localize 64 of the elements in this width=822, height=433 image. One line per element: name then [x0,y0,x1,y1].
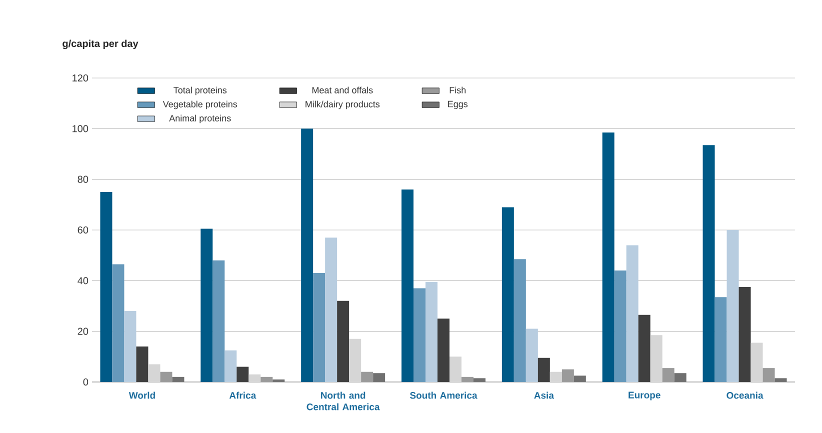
x-tick-label: Oceania [726,392,764,399]
bar [650,335,662,382]
y-axis-title: g/capita per day [62,40,138,50]
bar [349,338,362,382]
bar [738,286,751,382]
bar [450,356,462,382]
bar [674,373,686,382]
bar [437,318,450,382]
bar [136,346,148,382]
bar [614,270,626,382]
bar [726,230,739,382]
bar [638,314,650,382]
x-tick-label: Asia [534,392,554,399]
bar [100,192,112,382]
bar [212,260,225,382]
bar [124,311,136,382]
y-tick-label: 0 [83,378,88,386]
bar [172,376,184,382]
bar [574,376,586,382]
legend-label: Milk/dairy products [306,100,380,110]
bar [526,328,538,382]
bar [502,207,514,382]
legend-label: Animal proteins [169,114,231,124]
bar [402,189,414,382]
legend-label: Fish [450,86,466,94]
bar [313,273,326,382]
bar [148,364,160,382]
bar [714,297,727,382]
bar [200,228,213,382]
bar [337,300,350,382]
bar [774,378,787,382]
bar [426,282,438,382]
y-tick-label: 120 [72,74,88,82]
bar [112,264,124,382]
y-tick-label: 100 [72,125,88,132]
bar [224,350,237,382]
bar [626,245,638,382]
bar [301,128,314,382]
y-tick-label: 60 [78,226,88,234]
legend-label: Meat and offals [312,86,373,94]
x-tick-label: South America [410,392,478,399]
bar [750,342,763,382]
bar [702,145,715,382]
x-tick-label: North and Central America [306,392,380,410]
legend-label: Vegetable proteins [162,100,238,110]
bar [248,374,261,382]
bar [538,358,550,382]
x-tick-label: Africa [229,392,256,399]
y-tick-label: 40 [78,277,88,284]
legend-label: Eggs [448,100,468,109]
y-tick-label: 20 [78,328,88,335]
bar [325,238,338,382]
y-tick-label: 80 [78,176,88,183]
x-tick-label: World [128,392,155,399]
bar [473,378,486,382]
bar [236,366,249,382]
bar [550,372,562,382]
bar [602,132,614,382]
x-tick-label: Europe [628,392,660,400]
bar [272,379,285,382]
bar [514,259,526,382]
bar [413,288,426,382]
legend-label: Total proteins [174,86,227,96]
bar [373,373,386,382]
